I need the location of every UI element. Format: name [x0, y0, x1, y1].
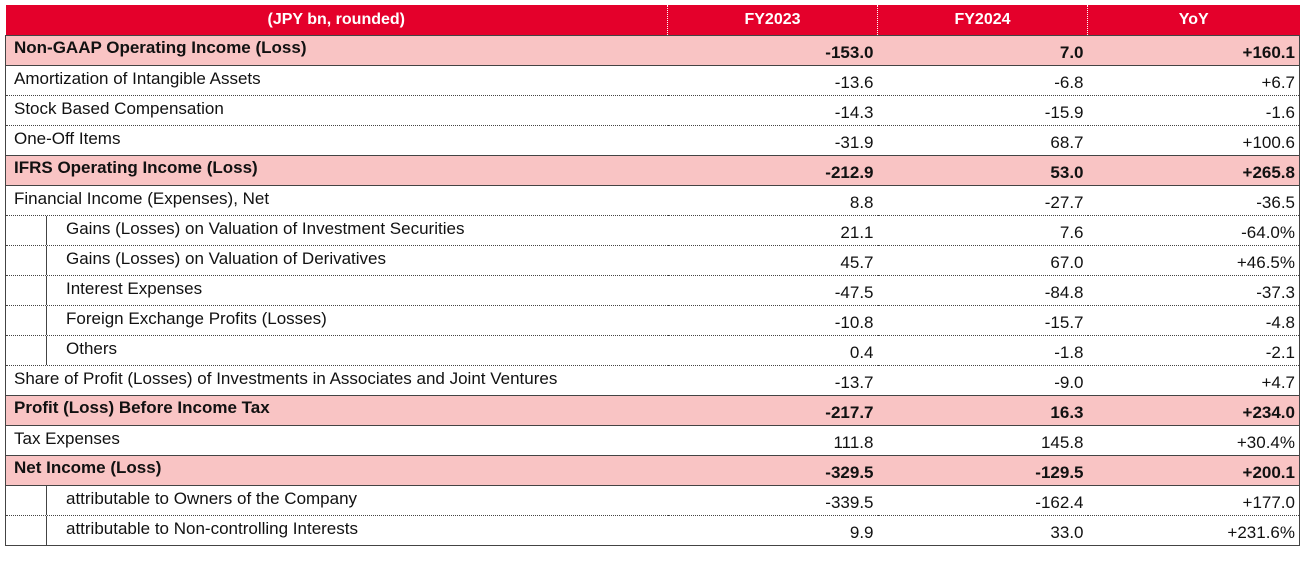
fy2023-value: -217.7	[667, 395, 878, 426]
row-label: Profit (Loss) Before Income Tax	[5, 395, 668, 426]
fy2023-value: 111.8	[667, 425, 878, 456]
yoy-value: -37.3	[1087, 275, 1300, 306]
row-label: Tax Expenses	[5, 425, 668, 456]
row-label: Financial Income (Expenses), Net	[5, 185, 668, 216]
fy2023-value: 0.4	[667, 335, 878, 366]
row-profit-before-tax: Profit (Loss) Before Income Tax -217.7 1…	[5, 395, 1300, 426]
fy2024-value: 33.0	[877, 515, 1088, 546]
fy2024-value: 53.0	[877, 155, 1088, 186]
fy2023-value: -14.3	[667, 95, 878, 126]
fy2023-value: -212.9	[667, 155, 878, 186]
row-others: Others 0.4 -1.8 -2.1	[5, 335, 1300, 366]
row-label: attributable to Non-controlling Interest…	[5, 515, 668, 546]
fy2023-value: -31.9	[667, 125, 878, 156]
header-units: (JPY bn, rounded)	[5, 5, 668, 36]
row-label: Gains (Losses) on Valuation of Derivativ…	[5, 245, 668, 276]
row-financial-income-net: Financial Income (Expenses), Net 8.8 -27…	[5, 185, 1300, 216]
row-tax-expenses: Tax Expenses 111.8 145.8 +30.4%	[5, 425, 1300, 456]
fy2023-value: -13.7	[667, 365, 878, 396]
fy2023-value: 45.7	[667, 245, 878, 276]
row-net-income: Net Income (Loss) -329.5 -129.5 +200.1	[5, 455, 1300, 486]
yoy-value: +160.1	[1087, 35, 1300, 66]
fy2024-value: 7.0	[877, 35, 1088, 66]
fy2024-value: -15.9	[877, 95, 1088, 126]
yoy-value: +46.5%	[1087, 245, 1300, 276]
row-label: Non-GAAP Operating Income (Loss)	[5, 35, 668, 66]
row-non-gaap-operating-income: Non-GAAP Operating Income (Loss) -153.0 …	[5, 35, 1300, 66]
header-fy2023: FY2023	[667, 5, 878, 36]
fy2024-value: -9.0	[877, 365, 1088, 396]
fy2024-value: -6.8	[877, 65, 1088, 96]
row-label: Gains (Losses) on Valuation of Investmen…	[5, 215, 668, 246]
yoy-value: +4.7	[1087, 365, 1300, 396]
row-gains-derivatives: Gains (Losses) on Valuation of Derivativ…	[5, 245, 1300, 276]
row-one-off-items: One-Off Items -31.9 68.7 +100.6	[5, 125, 1300, 156]
fy2024-value: -84.8	[877, 275, 1088, 306]
row-foreign-exchange: Foreign Exchange Profits (Losses) -10.8 …	[5, 305, 1300, 336]
row-label: Foreign Exchange Profits (Losses)	[5, 305, 668, 336]
row-label: Others	[5, 335, 668, 366]
fy2023-value: -13.6	[667, 65, 878, 96]
yoy-value: +265.8	[1087, 155, 1300, 186]
fy2023-value: -47.5	[667, 275, 878, 306]
row-label: One-Off Items	[5, 125, 668, 156]
fy2023-value: -153.0	[667, 35, 878, 66]
row-label: Interest Expenses	[5, 275, 668, 306]
fy2023-value: -339.5	[667, 485, 878, 516]
row-attributable-owners: attributable to Owners of the Company -3…	[5, 485, 1300, 516]
row-label: Amortization of Intangible Assets	[5, 65, 668, 96]
row-attributable-non-controlling: attributable to Non-controlling Interest…	[5, 515, 1300, 546]
fy2024-value: -162.4	[877, 485, 1088, 516]
fy2023-value: 8.8	[667, 185, 878, 216]
fy2024-value: -15.7	[877, 305, 1088, 336]
yoy-value: +100.6	[1087, 125, 1300, 156]
fy2023-value: -329.5	[667, 455, 878, 486]
row-label: Net Income (Loss)	[5, 455, 668, 486]
row-ifrs-operating-income: IFRS Operating Income (Loss) -212.9 53.0…	[5, 155, 1300, 186]
row-label: IFRS Operating Income (Loss)	[5, 155, 668, 186]
fy2024-value: 145.8	[877, 425, 1088, 456]
fy2024-value: 7.6	[877, 215, 1088, 246]
yoy-value: +30.4%	[1087, 425, 1300, 456]
row-gains-investment-securities: Gains (Losses) on Valuation of Investmen…	[5, 215, 1300, 246]
fy2024-value: -1.8	[877, 335, 1088, 366]
header-fy2024: FY2024	[877, 5, 1088, 36]
fy2024-value: -27.7	[877, 185, 1088, 216]
yoy-value: +234.0	[1087, 395, 1300, 426]
yoy-value: -36.5	[1087, 185, 1300, 216]
fy2024-value: 16.3	[877, 395, 1088, 426]
fy2024-value: 68.7	[877, 125, 1088, 156]
fy2023-value: 9.9	[667, 515, 878, 546]
row-stock-based-compensation: Stock Based Compensation -14.3 -15.9 -1.…	[5, 95, 1300, 126]
yoy-value: -2.1	[1087, 335, 1300, 366]
yoy-value: +177.0	[1087, 485, 1300, 516]
yoy-value: +6.7	[1087, 65, 1300, 96]
row-interest-expenses: Interest Expenses -47.5 -84.8 -37.3	[5, 275, 1300, 306]
income-reconciliation-table: (JPY bn, rounded) FY2023 FY2024 YoY Non-…	[5, 5, 1300, 546]
row-amortization: Amortization of Intangible Assets -13.6 …	[5, 65, 1300, 96]
row-label: Stock Based Compensation	[5, 95, 668, 126]
yoy-value: -64.0%	[1087, 215, 1300, 246]
yoy-value: +231.6%	[1087, 515, 1300, 546]
yoy-value: -1.6	[1087, 95, 1300, 126]
fy2023-value: -10.8	[667, 305, 878, 336]
fy2024-value: -129.5	[877, 455, 1088, 486]
row-label: attributable to Owners of the Company	[5, 485, 668, 516]
row-label: Share of Profit (Losses) of Investments …	[5, 365, 668, 396]
header-yoy: YoY	[1087, 5, 1300, 36]
table-header-row: (JPY bn, rounded) FY2023 FY2024 YoY	[5, 5, 1300, 36]
yoy-value: -4.8	[1087, 305, 1300, 336]
fy2023-value: 21.1	[667, 215, 878, 246]
row-share-of-profit-associates: Share of Profit (Losses) of Investments …	[5, 365, 1300, 396]
yoy-value: +200.1	[1087, 455, 1300, 486]
fy2024-value: 67.0	[877, 245, 1088, 276]
